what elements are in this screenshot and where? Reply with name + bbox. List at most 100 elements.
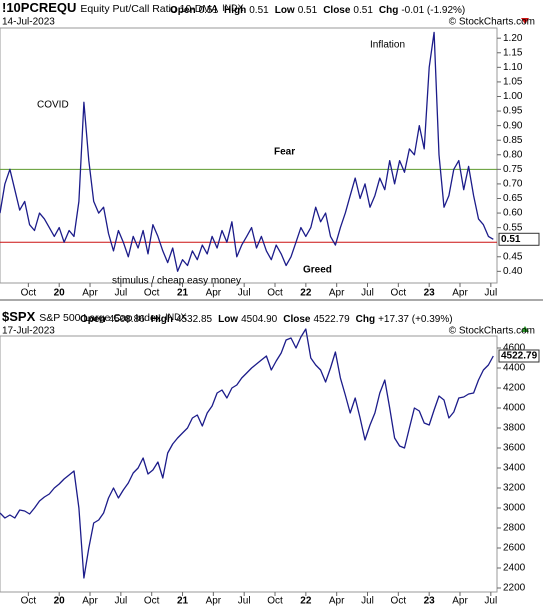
quote-label: Chg: [379, 5, 398, 16]
quote-value: 0.51: [353, 5, 373, 16]
x-tick-label: Apr: [206, 596, 222, 607]
y-tick-label: 3400: [503, 463, 526, 474]
x-tick-label: Apr: [452, 288, 468, 299]
quote-label: Close: [283, 314, 311, 325]
source: © StockCharts.com: [449, 17, 535, 28]
y-tick-label: 2600: [503, 543, 526, 554]
y-tick-label: 2200: [503, 583, 526, 594]
quote-label: Open: [80, 314, 106, 325]
x-tick-label: Oct: [144, 596, 160, 607]
x-tick-label: Apr: [329, 596, 345, 607]
y-tick-label: 0.45: [503, 251, 523, 262]
price-line: [0, 328, 494, 579]
y-tick-label: 0.95: [503, 106, 523, 117]
annotation: stimulus / cheap easy money: [112, 276, 241, 287]
last-value-label: 4522.79: [501, 351, 538, 362]
x-tick-label: 21: [177, 596, 189, 607]
plot-frame: [0, 27, 498, 284]
x-tick-label: Oct: [21, 596, 37, 607]
x-tick-label: Jul: [114, 596, 127, 607]
quote-label: Low: [275, 5, 295, 16]
chart-header: $SPX S&P 500 Large Cap Index INDX: [2, 309, 187, 324]
x-tick-label: Apr: [206, 288, 222, 299]
annotation: Greed: [303, 265, 332, 276]
change-arrow-down: [521, 18, 529, 24]
y-tick-label: 3200: [503, 483, 526, 494]
quote-label: High: [151, 314, 173, 325]
x-tick-label: Jul: [238, 288, 251, 299]
y-tick-label: 4400: [503, 363, 526, 374]
x-tick-label: Apr: [82, 288, 98, 299]
change-arrow-up: [521, 326, 529, 332]
quote-label: High: [224, 5, 246, 16]
y-tick-label: 4200: [503, 383, 526, 394]
index-name: S&P 500 Large Cap Index: [39, 312, 162, 324]
x-tick-label: Oct: [21, 288, 37, 299]
y-tick-label: 2800: [503, 523, 526, 534]
annotation: COVID: [37, 100, 69, 111]
exchange: INDX: [165, 312, 187, 322]
x-tick-label: 20: [54, 596, 66, 607]
quote-value: 0.51: [298, 5, 318, 16]
quote-value: 0.51: [199, 5, 219, 16]
symbol: !10PCREQU: [2, 0, 76, 15]
quote-value: 4522.79: [313, 314, 350, 325]
quote-label: Chg: [356, 314, 375, 325]
y-tick-label: 1.00: [503, 91, 523, 102]
x-tick-label: Jul: [361, 288, 374, 299]
x-tick-label: Jul: [484, 596, 497, 607]
x-tick-label: Oct: [391, 288, 407, 299]
x-tick-label: Oct: [267, 596, 283, 607]
y-tick-label: 4600: [503, 343, 526, 354]
x-tick-label: Apr: [82, 596, 98, 607]
quote-value: -0.01 (-1.92%): [401, 5, 465, 16]
x-tick-label: Jul: [484, 288, 497, 299]
plot-frame: [0, 335, 498, 593]
y-tick-label: 3000: [503, 503, 526, 514]
quote-label: Close: [323, 5, 351, 16]
x-tick-label: Apr: [452, 596, 468, 607]
y-tick-label: 2400: [503, 563, 526, 574]
y-tick-label: 0.55: [503, 222, 523, 233]
y-tick-label: 1.05: [503, 77, 523, 88]
x-tick-label: 22: [300, 596, 312, 607]
quote-label: Low: [218, 314, 238, 325]
x-tick-label: Jul: [361, 596, 374, 607]
x-tick-label: Jul: [114, 288, 127, 299]
y-tick-label: 3800: [503, 423, 526, 434]
date: 17-Jul-2023: [2, 326, 55, 337]
x-tick-label: 22: [300, 288, 312, 299]
quote: Open 0.51 High 0.51 Low 0.51 Close 0.51 Chg -0.01…: [170, 5, 465, 16]
x-tick-label: 21: [177, 288, 189, 299]
symbol: $SPX: [2, 309, 36, 324]
y-tick-label: 0.90: [503, 120, 523, 131]
y-tick-label: 1.10: [503, 62, 523, 73]
date: 14-Jul-2023: [2, 17, 55, 28]
quote-label: Open: [170, 5, 196, 16]
y-tick-label: 0.80: [503, 149, 523, 160]
x-tick-label: 20: [54, 288, 66, 299]
last-value-box: [498, 232, 540, 246]
quote-value: 4532.85: [176, 314, 213, 325]
quote-value: 0.51: [249, 5, 269, 16]
exchange: INDX: [222, 3, 244, 13]
x-tick-label: Oct: [391, 596, 407, 607]
quote-value: 4504.90: [241, 314, 278, 325]
x-tick-label: Jul: [238, 596, 251, 607]
quote-value: 4508.86: [109, 314, 146, 325]
y-tick-label: 0.70: [503, 179, 523, 190]
y-tick-label: 4000: [503, 403, 526, 414]
y-tick-label: 1.15: [503, 47, 523, 58]
quote-value: +17.37 (+0.39%): [378, 314, 453, 325]
y-tick-label: 0.65: [503, 193, 523, 204]
x-tick-label: 23: [424, 596, 436, 607]
y-tick-label: 1.20: [503, 33, 523, 44]
y-tick-label: 3600: [503, 443, 526, 454]
price-line: [0, 31, 494, 272]
y-tick-label: 0.85: [503, 135, 523, 146]
chart-header: !10PCREQU Equity Put/Call Ratio 10-DMA IND…: [2, 0, 244, 15]
y-tick-label: 0.60: [503, 208, 523, 219]
last-value-box: [498, 349, 540, 363]
